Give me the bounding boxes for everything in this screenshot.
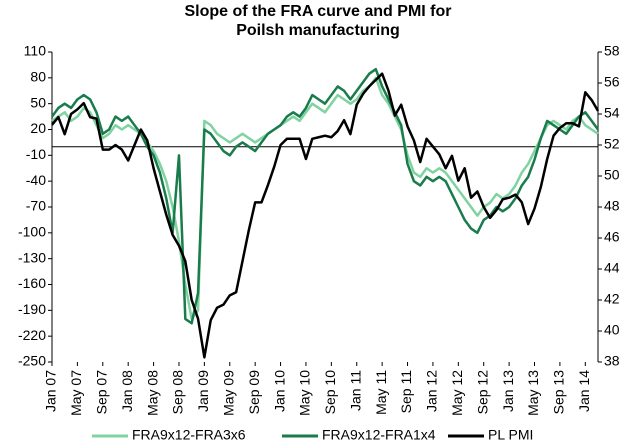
x-tick-label: May 08 [144, 370, 160, 416]
chart-title: Slope of the FRA curve and PMI for Poils… [184, 3, 452, 39]
y-tick-label: 20 [30, 120, 46, 136]
x-tick-label: Jan 11 [347, 370, 363, 411]
x-tick-label: Jan 08 [119, 370, 135, 412]
x-tick-label: Jan 09 [195, 370, 211, 412]
x-tick-label: Jan 10 [271, 370, 287, 412]
y-tick-label: -190 [18, 301, 46, 317]
y-tick-label: 80 [30, 69, 46, 85]
x-tick-label: May 13 [525, 370, 541, 416]
series-line [50, 67, 600, 325]
y2-tick-label: 56 [604, 74, 620, 90]
y-tick-label: -250 [18, 353, 46, 369]
legend-label: PL PMI [488, 427, 533, 443]
x-tick-label: Jan 13 [500, 370, 516, 412]
y-tick-label: -130 [18, 249, 46, 265]
y2-tick-label: 50 [604, 167, 620, 183]
y2-tick-label: 42 [604, 291, 620, 307]
x-tick-label: Sep 10 [322, 370, 338, 415]
y-tick-label: -100 [18, 224, 46, 240]
y-tick-label: -70 [26, 198, 46, 214]
x-tick-label: Sep 09 [246, 370, 262, 415]
y2-tick-label: 54 [604, 105, 620, 121]
y2-tick-label: 46 [604, 229, 620, 245]
y2-tick-label: 44 [604, 260, 620, 276]
x-tick-label: Jan 12 [424, 370, 440, 412]
x-tick-label: May 09 [220, 370, 236, 416]
x-tick-label: Sep 12 [474, 370, 490, 415]
y2-tick-label: 40 [604, 322, 620, 338]
x-tick-label: Sep 08 [170, 370, 186, 415]
x-tick-label: May 10 [297, 370, 313, 416]
x-tick-label: Sep 07 [93, 370, 109, 415]
y2-tick-label: 58 [604, 43, 620, 59]
x-tick-label: Sep 11 [398, 370, 414, 414]
x-tick-label: Sep 13 [551, 370, 567, 415]
x-tick-label: May 07 [68, 370, 84, 416]
y2-tick-label: 48 [604, 198, 620, 214]
x-tick-label: Jan 14 [576, 370, 592, 412]
x-tick-label: Jan 07 [43, 370, 59, 412]
y-tick-label: -220 [18, 327, 46, 343]
series-line [51, 72, 600, 359]
y-tick-label: -40 [26, 172, 46, 188]
y2-tick-label: 52 [604, 136, 620, 152]
y-tick-label: 50 [30, 94, 46, 110]
x-tick-label: May 11 [373, 370, 389, 415]
x-tick-label: May 12 [449, 370, 465, 416]
y-tick-label: -160 [18, 275, 46, 291]
y-tick-label: -10 [26, 146, 46, 162]
y-tick-label: 110 [24, 43, 47, 59]
legend-label: FRA9x12-FRA1x4 [322, 427, 436, 443]
y2-tick-label: 38 [604, 353, 620, 369]
legend-label: FRA9x12-FRA3x6 [132, 427, 246, 443]
